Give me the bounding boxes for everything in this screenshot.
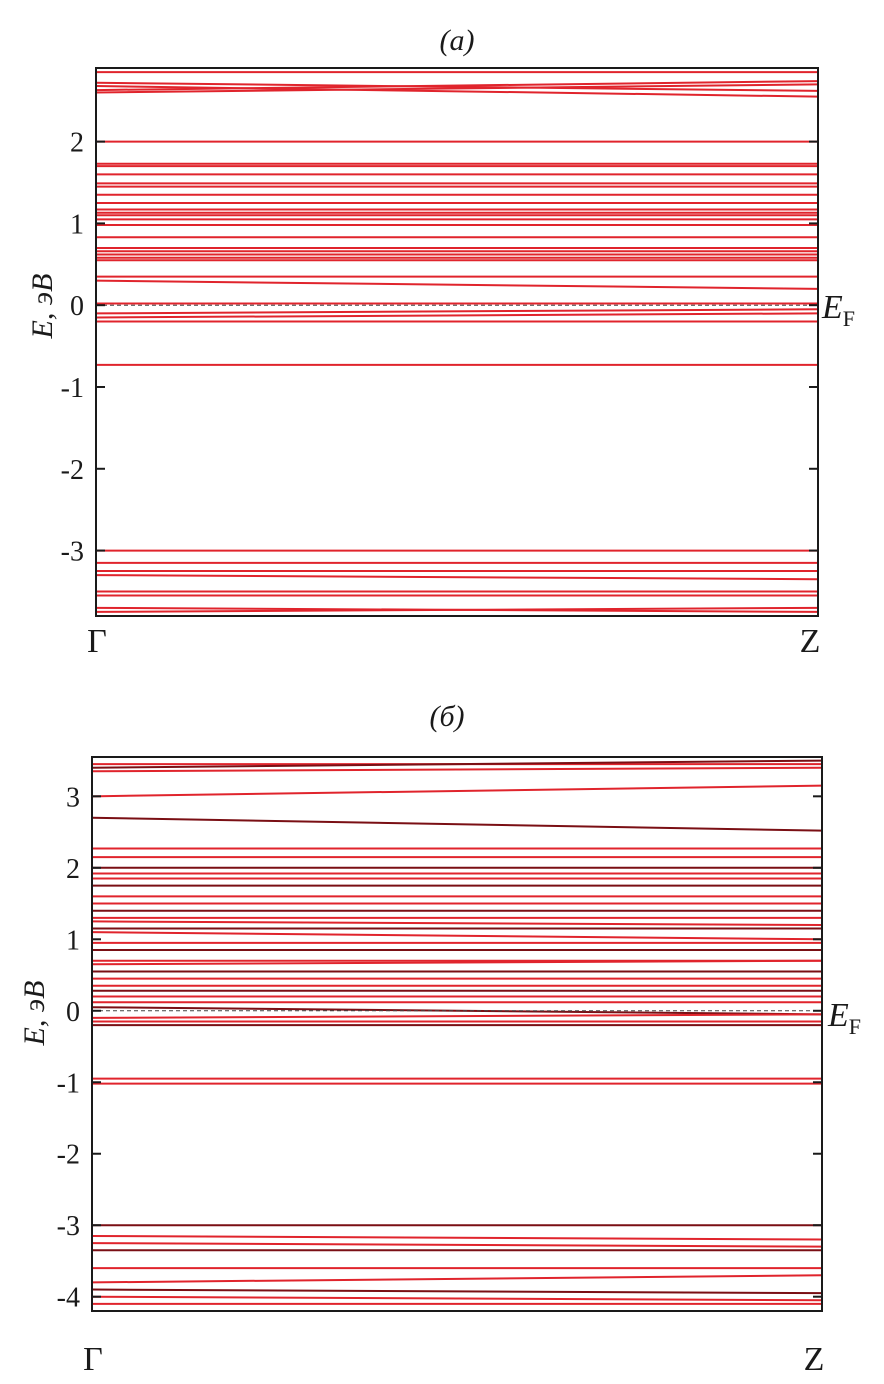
panel-b-y-axis-label: E, эВ xyxy=(18,981,51,1047)
panel-a-y-axis-label: E, эВ xyxy=(26,274,59,340)
band-line xyxy=(91,959,823,966)
band-line xyxy=(95,606,819,613)
band-line xyxy=(91,1295,823,1302)
y-tick-label: -2 xyxy=(61,455,84,486)
panel-b-plot-frame xyxy=(91,756,823,1312)
panel-b-x-tick-z: Z xyxy=(804,1341,825,1378)
band-line xyxy=(95,574,819,581)
y-tick-label: -3 xyxy=(61,537,84,568)
y-tick-label: 0 xyxy=(66,997,80,1028)
band-line xyxy=(91,1234,823,1241)
band-line xyxy=(91,920,823,926)
band-line xyxy=(95,81,819,92)
y-tick-label: -1 xyxy=(57,1068,80,1099)
panel-b: (б) 3 2 1 0 -1 -2 -3 -4 E, эВ Г Z EF xyxy=(18,700,861,1378)
band-line xyxy=(95,308,819,315)
panel-b-fermi-label-sub: F xyxy=(849,1014,861,1039)
band-line xyxy=(95,83,819,94)
y-tick-label: 2 xyxy=(70,128,84,159)
panel-a-y-ticks: 2 1 0 -1 -2 -3 xyxy=(61,128,818,568)
panel-a-plot-frame xyxy=(95,67,819,617)
band-line xyxy=(95,80,819,92)
y-tick-label: 1 xyxy=(70,209,84,240)
y-tick-label: 0 xyxy=(70,291,84,322)
panel-b-title: (б) xyxy=(429,700,464,733)
panel-a-fermi-label-sub: F xyxy=(843,306,855,331)
panel-a-x-tick-gamma: Г xyxy=(87,623,107,660)
y-tick-label: 2 xyxy=(66,854,80,885)
panel-b-fermi-label-main: E xyxy=(827,997,849,1034)
panel-b-y-ticks: 3 2 1 0 -1 -2 -3 -4 xyxy=(57,782,822,1314)
panel-a-title: (а) xyxy=(440,24,475,57)
band-line xyxy=(91,759,823,769)
panel-a-x-tick-z: Z xyxy=(800,623,821,660)
y-tick-label: 3 xyxy=(66,782,80,813)
panel-a-fermi-label-main: E xyxy=(821,289,843,326)
band-line xyxy=(91,1274,823,1284)
y-tick-label: 1 xyxy=(66,925,80,956)
panel-a: (а) 2 1 0 -1 -2 -3 E, эВ Г Z EF xyxy=(26,24,855,660)
band-line xyxy=(91,1242,823,1248)
panel-b-bands xyxy=(91,759,823,1305)
band-line xyxy=(91,766,823,773)
band-line xyxy=(95,279,819,290)
band-line xyxy=(91,1288,823,1295)
y-tick-label: -3 xyxy=(57,1211,80,1242)
y-tick-label: -2 xyxy=(57,1140,80,1171)
panel-b-x-tick-gamma: Г xyxy=(83,1341,103,1378)
panel-a-fermi-label: EF xyxy=(821,289,855,331)
y-tick-label: -1 xyxy=(61,373,84,404)
band-line xyxy=(95,312,819,319)
band-line xyxy=(91,784,823,798)
band-line xyxy=(91,931,823,941)
band-line xyxy=(91,816,823,832)
panel-b-fermi-label: EF xyxy=(827,997,861,1039)
band-line xyxy=(91,1013,823,1019)
panel-a-bands xyxy=(95,71,819,613)
y-tick-label: -4 xyxy=(57,1283,80,1314)
